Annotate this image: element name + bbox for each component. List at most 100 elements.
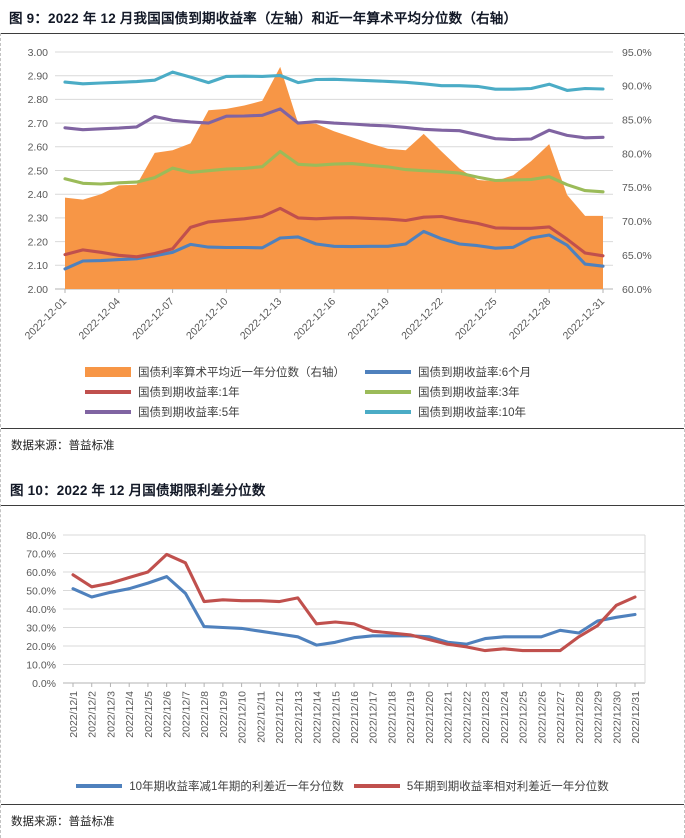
line-swatch-icon [365, 390, 411, 394]
svg-text:0.0%: 0.0% [32, 678, 56, 690]
svg-text:2022/12/21: 2022/12/21 [443, 691, 455, 744]
svg-text:95.0%: 95.0% [622, 47, 652, 59]
svg-text:2022/12/24: 2022/12/24 [499, 691, 511, 744]
svg-text:2022/12/27: 2022/12/27 [555, 691, 567, 744]
svg-text:2022-12-01: 2022-12-01 [23, 296, 70, 343]
figure-9-plot: 3.00 2.90 2.80 2.70 2.60 2.50 2.40 2.30 2.20 2.10… [23, 47, 652, 343]
legend-item: 国债利率算术平均近一年分位数（右轴） [85, 364, 365, 380]
legend-label: 国债利率算术平均近一年分位数（右轴） [138, 367, 345, 379]
svg-text:2022-12-16: 2022-12-16 [292, 296, 339, 343]
figure-10-plot: 80.0% 70.0% 60.0% 50.0% 40.0% 30.0% 20.0% 10.0%… [26, 530, 646, 744]
legend-label: 国债到期收益率:1年 [138, 387, 240, 399]
figure-10-legend: 10年期收益率减1年期的利差近一年分位数 5年期到期收益率相对利差近一年分位数 [7, 778, 678, 804]
line-series-0 [63, 229, 605, 271]
line-series-0 [71, 575, 637, 647]
svg-text:2022-12-07: 2022-12-07 [130, 296, 177, 343]
svg-text:2.70: 2.70 [28, 118, 49, 130]
area-series [65, 66, 603, 290]
svg-text:2.40: 2.40 [28, 189, 49, 201]
svg-text:65.0%: 65.0% [622, 250, 652, 262]
figure-10-title: 图 10：2022 年 12 月国债期限利差分位数 [10, 483, 266, 498]
figure-9-chart: 3.00 2.90 2.80 2.70 2.60 2.50 2.40 2.30 2.20 2.10… [1, 34, 684, 428]
svg-text:90.0%: 90.0% [622, 81, 652, 93]
svg-text:80.0%: 80.0% [26, 530, 56, 542]
line-swatch-icon [85, 390, 131, 394]
svg-text:2022/12/16: 2022/12/16 [349, 691, 361, 744]
line-swatch-icon [353, 784, 400, 788]
legend-label: 国债到期收益率:3年 [418, 387, 520, 399]
svg-text:2022/12/26: 2022/12/26 [536, 691, 548, 744]
svg-text:3.00: 3.00 [28, 47, 49, 59]
line-swatch-icon [76, 784, 123, 788]
svg-text:2022/12/8: 2022/12/8 [199, 691, 211, 738]
svg-text:2022/12/22: 2022/12/22 [461, 691, 473, 744]
svg-text:2022/12/28: 2022/12/28 [574, 691, 586, 744]
divider [1, 505, 684, 506]
line-series-1 [63, 206, 605, 259]
figure-9-legend: 国债利率算术平均近一年分位数（右轴） 国债到期收益率:6个月 国债到期收益率:1年国… [85, 364, 678, 428]
svg-text:2022/12/6: 2022/12/6 [162, 691, 174, 738]
svg-text:80.0%: 80.0% [622, 148, 652, 160]
svg-text:2022/12/7: 2022/12/7 [180, 691, 192, 738]
svg-text:2022/12/14: 2022/12/14 [312, 691, 324, 744]
line-swatch-icon [85, 410, 131, 414]
line-series-1 [71, 552, 637, 653]
svg-text:2.90: 2.90 [28, 71, 49, 83]
legend-item: 国债到期收益率:6个月 [365, 364, 678, 380]
legend-item: 10年期收益率减1年期的利差近一年分位数 [76, 778, 344, 794]
svg-text:40.0%: 40.0% [26, 604, 56, 616]
svg-text:2022/12/5: 2022/12/5 [143, 691, 155, 738]
svg-text:2022-12-13: 2022-12-13 [238, 296, 285, 343]
legend-item: 国债到期收益率:3年 [365, 384, 678, 400]
svg-text:2022/12/9: 2022/12/9 [218, 691, 230, 738]
line-series-4 [63, 70, 605, 92]
legend-label: 国债到期收益率:6个月 [418, 367, 532, 379]
svg-text:2.60: 2.60 [28, 142, 49, 154]
divider [1, 428, 684, 429]
line-swatch-icon [365, 370, 411, 374]
figure-9-title: 图 9：2022 年 12 月我国国债到期收益率（左轴）和近一年算术平均分位数（… [9, 11, 518, 26]
svg-text:85.0%: 85.0% [622, 115, 652, 127]
legend-label: 国债到期收益率:10年 [418, 407, 526, 419]
legend-item: 国债到期收益率:5年 [85, 404, 365, 420]
divider [1, 33, 684, 34]
legend-item: 国债到期收益率:10年 [365, 404, 678, 420]
svg-text:2.20: 2.20 [28, 236, 49, 248]
line-series-2 [63, 149, 605, 194]
svg-text:2022/12/4: 2022/12/4 [124, 691, 136, 738]
svg-text:2.10: 2.10 [28, 260, 49, 272]
svg-text:50.0%: 50.0% [26, 585, 56, 597]
divider [1, 804, 684, 805]
svg-text:2022/12/2: 2022/12/2 [87, 691, 99, 738]
svg-text:60.0%: 60.0% [622, 284, 652, 296]
svg-text:2022/12/30: 2022/12/30 [611, 691, 623, 744]
svg-text:2022/12/13: 2022/12/13 [293, 691, 305, 744]
svg-text:2.50: 2.50 [28, 165, 49, 177]
svg-text:2022/12/29: 2022/12/29 [593, 691, 605, 744]
svg-text:2022/12/25: 2022/12/25 [518, 691, 530, 744]
legend-item: 5年期到期收益率相对利差近一年分位数 [353, 778, 609, 794]
svg-text:2022-12-19: 2022-12-19 [345, 296, 392, 343]
svg-text:2022/12/23: 2022/12/23 [480, 691, 492, 744]
svg-text:75.0%: 75.0% [622, 182, 652, 194]
svg-text:2022/12/3: 2022/12/3 [105, 691, 117, 738]
figure-10-chart: 80.0% 70.0% 60.0% 50.0% 40.0% 30.0% 20.0% 10.0%… [1, 506, 684, 804]
svg-text:2.00: 2.00 [28, 284, 49, 296]
svg-text:2022/12/31: 2022/12/31 [630, 691, 642, 744]
svg-text:2022/12/12: 2022/12/12 [274, 691, 286, 744]
svg-text:2022/12/17: 2022/12/17 [368, 691, 380, 744]
page-frame: 3.00 2.90 2.80 2.70 2.60 2.50 2.40 2.30 2.20 2.10… [0, 33, 685, 838]
legend-label: 10年期收益率减1年期的利差近一年分位数 [129, 781, 344, 793]
svg-text:70.0%: 70.0% [26, 548, 56, 560]
legend-label: 国债到期收益率:5年 [138, 407, 240, 419]
svg-text:2022/12/19: 2022/12/19 [405, 691, 417, 744]
svg-text:2022/12/18: 2022/12/18 [386, 691, 398, 744]
svg-text:2022-12-25: 2022-12-25 [453, 296, 500, 343]
svg-text:2022/12/11: 2022/12/11 [255, 691, 267, 743]
area-swatch-icon [85, 367, 131, 377]
svg-text:2022/12/1: 2022/12/1 [68, 691, 80, 738]
svg-text:20.0%: 20.0% [26, 641, 56, 653]
legend-item: 国债到期收益率:1年 [85, 384, 365, 400]
svg-text:2.30: 2.30 [28, 213, 49, 225]
